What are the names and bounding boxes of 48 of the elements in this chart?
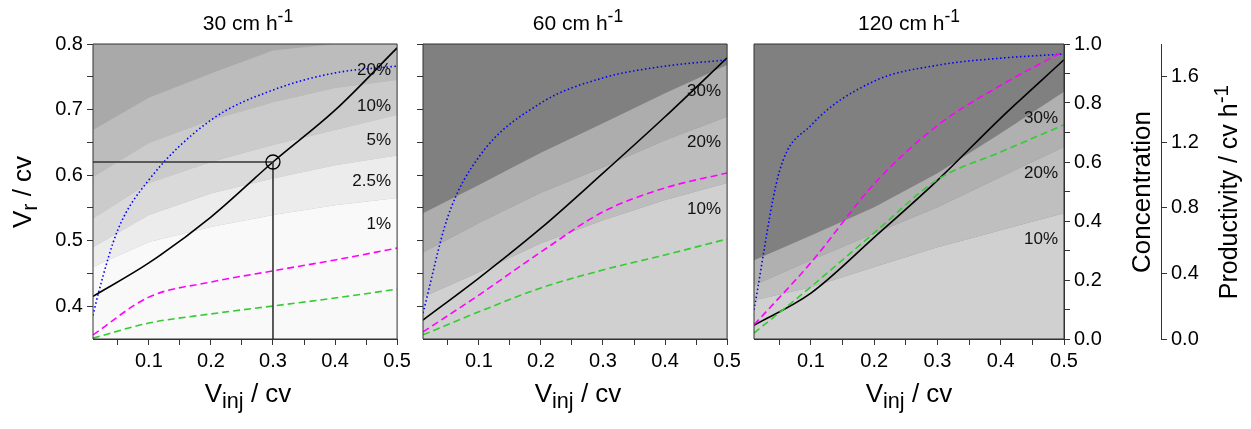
series-label: 10%	[687, 198, 722, 218]
series-label: 1%	[366, 213, 392, 233]
x-tick-label: 0.5	[713, 348, 741, 371]
x-tick-label: 0.2	[527, 348, 555, 371]
x-tick-label: 0.5	[1050, 348, 1078, 371]
y2-tick-label: 0.0	[1074, 326, 1102, 349]
x-axis-title: V$_{inj}$ / cv	[203, 378, 293, 415]
x-tick-label: 0.2	[197, 348, 225, 371]
x-tick-label: 0.1	[464, 348, 493, 371]
chart-title: 120 cm h$^{-1}$	[857, 6, 961, 35]
x-tick-label: 0.1	[134, 348, 163, 371]
x-tick-label: 0.3	[923, 348, 952, 371]
y-tick-label: 0.8	[55, 31, 83, 54]
x-tick-label: 0.2	[860, 348, 889, 371]
series-label: 5%	[366, 130, 392, 150]
x-tick-label: 0.1	[797, 348, 825, 371]
y2-tick-label: 0.4	[1074, 208, 1102, 231]
line-series	[754, 124, 1064, 334]
y-tick-label: 0.6	[55, 162, 83, 185]
y3-tick-label: 0.4	[1171, 260, 1199, 283]
y-tick-label: 0.5	[55, 228, 83, 251]
x-tick-label: 0.3	[589, 348, 617, 371]
x-tick-label: 0.3	[259, 348, 287, 371]
y2-tick-label: 0.2	[1074, 267, 1102, 290]
series-label: 10%	[1023, 228, 1058, 248]
series-label: 10%	[357, 95, 392, 115]
chart-title: 60 cm h$^{-1}$	[531, 6, 625, 35]
series-label: 20%	[687, 132, 722, 152]
y-tick-label: 0.7	[55, 97, 83, 120]
y3-tick-label: 0.8	[1171, 195, 1199, 218]
y2-tick-label: 0.6	[1074, 149, 1102, 172]
x-axis-title: V$_{inj}$ / cv	[533, 378, 623, 415]
y2-axis-title: Concentration	[1125, 110, 1157, 273]
series-label: 2.5%	[352, 171, 392, 191]
x-tick-label: 0.4	[986, 348, 1015, 371]
x-axis-title: V$_{inj}$ / cv	[864, 378, 954, 415]
y2-tick-label: 1.0	[1074, 31, 1102, 54]
x-tick-label: 0.4	[321, 348, 349, 371]
x-tick-label: 0.4	[651, 348, 679, 371]
y3-tick-label: 0.0	[1171, 326, 1199, 349]
series-label: 20%	[1023, 162, 1058, 182]
y-tick-label: 0.4	[55, 293, 83, 316]
y2-tick-label: 0.8	[1074, 90, 1102, 113]
chart-title: 30 cm h$^{-1}$	[201, 6, 295, 35]
y3-tick-label: 1.2	[1171, 129, 1199, 152]
series-label: 30%	[1023, 107, 1058, 127]
x-tick-label: 0.5	[383, 348, 411, 371]
y3-tick-label: 1.6	[1171, 64, 1199, 87]
